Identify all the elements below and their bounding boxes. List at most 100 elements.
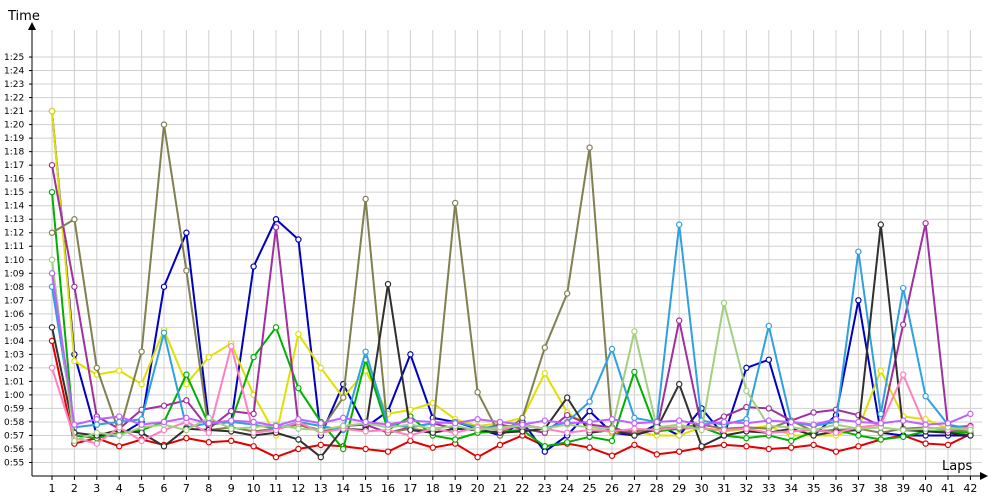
y-tick-label: 0:55 [4, 458, 24, 468]
data-point [810, 432, 817, 439]
x-tick-label: 26 [605, 482, 619, 495]
data-point [272, 216, 280, 223]
data-point [93, 440, 101, 447]
x-tick-label: 1 [49, 482, 56, 495]
y-tick-label: 1:02 [4, 364, 24, 374]
y-tick-label: 1:07 [4, 296, 24, 306]
data-point [250, 429, 257, 436]
y-tick-label: 1:04 [4, 337, 24, 347]
data-point [832, 429, 840, 436]
data-point [272, 453, 280, 461]
data-point [676, 317, 683, 324]
data-point [653, 451, 661, 458]
data-point [295, 425, 302, 432]
data-point [765, 405, 773, 412]
data-point [250, 418, 257, 426]
x-ticks: 1 2 3 4 5 6 7 8 9 10 11 12 13 14 15 16 17 18 19 20 21 22 23 24 2… [49, 476, 977, 495]
data-point [720, 299, 728, 307]
x-tick-label: 36 [829, 482, 843, 495]
x-tick-label: 40 [919, 482, 933, 495]
y-tick-label: 1:14 [4, 202, 24, 212]
x-tick-label: 21 [493, 482, 507, 495]
data-point [832, 416, 840, 423]
data-point [541, 344, 549, 351]
data-point [362, 418, 369, 426]
data-point [160, 121, 168, 128]
x-tick-label: 23 [538, 482, 552, 495]
y-tick-label: 0:56 [4, 445, 24, 455]
data-point [115, 443, 123, 450]
x-tick-label: 42 [963, 482, 977, 495]
x-axis-arrow [980, 472, 988, 480]
x-tick-label: 16 [381, 482, 395, 495]
series-line [51, 259, 971, 442]
x-tick-label: 14 [336, 482, 350, 495]
x-tick-label: 30 [695, 482, 709, 495]
data-point [340, 445, 347, 453]
data-point [362, 195, 369, 203]
data-point [788, 444, 795, 451]
series-line [51, 340, 971, 459]
data-point [720, 426, 728, 434]
data-point [340, 414, 347, 422]
data-point [227, 343, 235, 350]
x-tick-label: 3 [93, 482, 100, 495]
data-point [474, 426, 481, 434]
data-point [138, 421, 145, 428]
data-point [452, 420, 459, 427]
data-point [608, 345, 616, 353]
data-point [586, 144, 593, 151]
data-point [250, 410, 257, 418]
data-point [743, 443, 750, 450]
y-tick-label: 1:23 [4, 80, 24, 90]
data-point [765, 422, 773, 430]
data-point [564, 394, 571, 401]
data-point [922, 421, 929, 428]
data-point [272, 422, 280, 430]
x-tick-label: 27 [627, 482, 641, 495]
y-axis-title: Time [7, 9, 40, 24]
data-point [429, 425, 436, 432]
data-point [765, 429, 773, 436]
data-point [765, 356, 773, 363]
data-point [407, 437, 414, 445]
data-point [183, 397, 190, 404]
data-point [586, 444, 593, 451]
data-point [183, 426, 190, 434]
data-point [183, 380, 190, 388]
data-point [541, 448, 549, 455]
data-point [541, 425, 549, 432]
data-point [93, 364, 101, 372]
data-point [48, 256, 56, 263]
data-point [922, 440, 929, 447]
data-point [631, 328, 638, 335]
data-point [586, 418, 593, 426]
data-point [71, 216, 78, 223]
data-point [541, 443, 549, 450]
data-point [115, 418, 123, 426]
data-point [922, 220, 929, 227]
data-point [160, 329, 168, 336]
y-tick-label: 1:03 [4, 350, 24, 360]
data-point [183, 434, 190, 442]
data-point [250, 443, 257, 450]
x-tick-label: 12 [291, 482, 305, 495]
data-point [720, 432, 728, 439]
data-point [877, 420, 885, 427]
data-point [698, 426, 705, 434]
data-point [362, 428, 369, 435]
data-point [474, 389, 481, 396]
data-point [653, 424, 661, 431]
data-point [698, 421, 705, 428]
data-point [160, 402, 168, 409]
data-point [631, 441, 638, 449]
data-point [295, 236, 302, 243]
data-point [183, 229, 190, 236]
data-point [922, 393, 929, 400]
data-point [855, 443, 862, 450]
y-tick-label: 1:11 [4, 242, 24, 252]
x-tick-label: 35 [807, 482, 821, 495]
data-point [384, 448, 392, 455]
data-point [160, 443, 168, 450]
